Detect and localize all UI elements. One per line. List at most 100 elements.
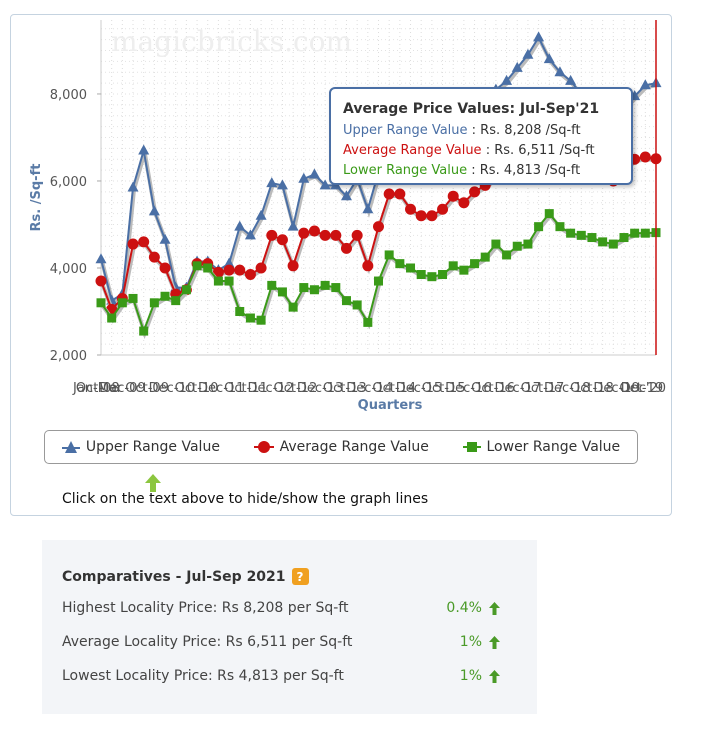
x-tick-label: Oct-12	[274, 381, 318, 396]
average-range-point	[383, 188, 395, 200]
lower-range-point	[555, 222, 565, 232]
lower-range-point	[491, 239, 501, 249]
lower-range-point	[160, 291, 170, 301]
tooltip-average-value: : Rs. 6,511 /Sq-ft	[485, 143, 595, 158]
lower-range-point	[288, 302, 298, 312]
comparative-label: Lowest Locality Price: Rs 4,813 per Sq-f…	[62, 668, 344, 684]
lower-range-point	[299, 283, 309, 293]
lower-range-point	[256, 315, 266, 325]
comparative-label: Average Locality Price: Rs 6,511 per Sq-…	[62, 634, 353, 650]
lower-range-point	[534, 222, 544, 232]
lower-range-point	[480, 252, 490, 262]
tooltip-upper-row: Upper Range Value : Rs. 8,208 /Sq-ft	[343, 121, 619, 141]
lower-range-point	[117, 298, 127, 308]
upper-range-point	[95, 253, 107, 264]
x-tick-label: Dec-19	[593, 381, 639, 396]
upper-range-point	[308, 168, 320, 179]
lower-range-point	[523, 239, 533, 249]
upper-range-point	[234, 220, 246, 231]
legend-hint-text: Click on the text above to hide/show the…	[62, 491, 429, 507]
lower-range-point	[416, 270, 426, 280]
lower-range-point	[245, 313, 255, 323]
upper-range-point	[244, 229, 256, 240]
average-range-point	[255, 262, 267, 274]
x-tick-label: Oct-14	[372, 381, 416, 396]
comparatives-panel: Comparatives - Jul-Sep 2021 ? Highest Lo…	[42, 540, 537, 714]
upper-range-point	[522, 48, 534, 59]
average-range-point	[405, 203, 417, 215]
lower-range-point	[128, 293, 138, 303]
lower-range-point	[598, 237, 608, 247]
lower-range-point	[139, 326, 149, 336]
x-tick-label: Oct-10	[175, 381, 219, 396]
x-tick-label: Dec-17	[495, 381, 541, 396]
x-tick-label: Oct-13	[323, 381, 367, 396]
lower-range-point	[608, 239, 618, 249]
lower-range-point	[619, 233, 629, 243]
lower-range-point	[192, 261, 202, 271]
average-range-point	[362, 260, 374, 272]
lower-range-point	[587, 233, 597, 243]
lower-range-point	[438, 270, 448, 280]
average-range-point	[298, 227, 310, 239]
lower-range-point	[640, 228, 650, 238]
lower-range-point	[459, 265, 469, 275]
price-trend-chart: magicbricks.com 2,000 4,000 6,000 8,000 Jan-M…	[29, 20, 666, 413]
x-tick-label: Dec-11	[198, 381, 244, 396]
legend-item-upper[interactable]: Upper Range Value	[61, 439, 220, 455]
triangle-marker-icon	[61, 441, 80, 453]
upper-range-point	[565, 74, 577, 85]
x-tick-label: Dec-10	[149, 381, 195, 396]
tooltip-lower-value: : Rs. 4,813 /Sq-ft	[471, 163, 581, 178]
x-tick-label: Dec-12	[247, 381, 293, 396]
x-tick-label: Oct-18	[570, 381, 614, 396]
comparative-label: Highest Locality Price: Rs 8,208 per Sq-…	[62, 600, 349, 616]
lower-range-point	[331, 283, 341, 293]
tooltip-average-label: Average Range Value	[343, 143, 482, 158]
legend-lower-label: Lower Range Value	[486, 439, 621, 455]
help-icon[interactable]: ?	[291, 568, 309, 585]
comparative-change: 1%	[459, 668, 482, 684]
legend-average-label: Average Range Value	[279, 439, 429, 455]
average-range-point	[276, 234, 288, 246]
legend-item-average[interactable]: Average Range Value	[253, 439, 429, 455]
average-range-point	[330, 229, 342, 241]
upper-range-point	[287, 220, 299, 231]
legend-item-lower[interactable]: Lower Range Value	[462, 439, 621, 455]
comparative-change: 0.4%	[446, 600, 482, 616]
square-marker-icon	[462, 442, 481, 452]
average-range-point	[447, 190, 459, 202]
y-tick-label: 8,000	[50, 88, 87, 103]
x-tick-label: Dec-16	[445, 381, 491, 396]
upper-range-point	[533, 31, 545, 42]
lower-range-point	[630, 228, 640, 238]
average-range-point	[127, 238, 139, 250]
y-tick-label: 6,000	[50, 175, 87, 190]
lower-range-point	[149, 298, 159, 308]
lower-range-point	[395, 259, 405, 269]
x-tick-label: Oct-09	[125, 381, 169, 396]
average-range-point	[95, 275, 107, 287]
watermark-text: magicbricks.com	[111, 25, 352, 58]
tooltip-upper-value: : Rs. 8,208 /Sq-ft	[471, 123, 581, 138]
average-range-point	[319, 229, 331, 241]
lower-range-point	[267, 280, 277, 290]
x-tick-label: Jan-Mar	[72, 381, 123, 396]
lower-range-point	[203, 263, 213, 273]
average-range-point	[639, 151, 651, 163]
up-arrow-icon	[145, 474, 161, 492]
upper-range-point	[298, 172, 310, 183]
comparatives-title: Comparatives - Jul-Sep 2021	[62, 568, 286, 585]
lower-range-point	[224, 276, 234, 286]
up-arrow-icon	[489, 636, 500, 649]
lower-range-point	[107, 313, 117, 323]
average-range-point	[426, 210, 438, 222]
lower-range-point	[96, 298, 106, 308]
average-range-point	[244, 269, 256, 281]
legend-upper-label: Upper Range Value	[85, 439, 220, 455]
x-tick-label: Dec-09	[99, 381, 145, 396]
lower-range-point	[320, 280, 330, 290]
upper-range-point	[501, 74, 513, 85]
x-tick-label: Dec'20	[621, 381, 666, 396]
average-range-point	[394, 188, 406, 200]
